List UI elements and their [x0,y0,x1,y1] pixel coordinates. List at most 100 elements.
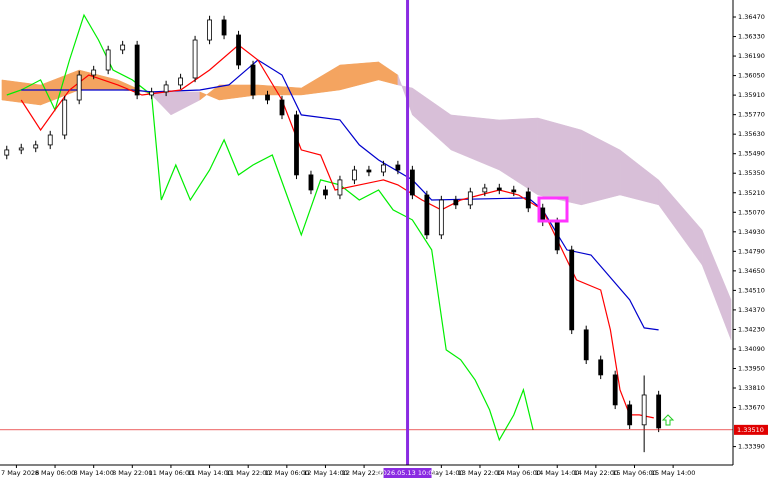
up-arrow [661,414,675,426]
candle-body [641,394,647,426]
y-tick-label: 1.36470 [738,13,765,21]
indicator-line [20,44,654,419]
candle-body [409,169,415,196]
candle-body [323,189,328,196]
cloud-segment [378,61,399,86]
candle-body [308,174,314,191]
x-tick-label: 11 May 06:00 [149,469,194,477]
cloud-segment [537,117,582,206]
candle-body [352,169,357,181]
candle-body [294,114,299,176]
candle-body [76,74,82,101]
candle-body [163,84,169,93]
y-tick-label: 1.34090 [738,345,765,353]
y-tick-label: 1.33390 [738,443,765,451]
candle-body [62,99,68,136]
x-tick-label: 12 May 22:00 [342,469,387,477]
indicator-line [21,59,659,331]
candle-body [279,99,285,116]
y-tick-label: 1.34370 [738,306,765,314]
cloud-segment [1,79,41,106]
x-tick-label: 14 May 22:00 [574,469,619,477]
candle-body [612,374,618,406]
candle-body [192,39,198,79]
y-tick-label: 1.35210 [738,189,765,197]
candle-body [178,77,183,86]
candle-body [366,169,372,173]
price-label: 1.33510 [737,426,764,434]
cloud-segment [450,114,500,171]
x-tick-label: 8 May 14:00 [73,469,113,477]
candle-body [424,194,430,236]
y-tick-label: 1.33670 [738,404,765,412]
price-label-box [734,424,768,435]
cursor-label-box [383,468,432,478]
plot-area [1,13,732,453]
x-tick-label: 14 May 06:00 [496,469,541,477]
candle-body [18,147,24,151]
candle-body [569,249,575,331]
highlight-box [537,196,569,223]
y-tick-label: 1.35910 [738,91,765,99]
cloud-segment [397,74,413,116]
x-tick-label: 13 May 22:00 [458,469,503,477]
cloud-segment [78,69,119,91]
y-tick-label: 1.35770 [738,111,765,119]
cursor-label: 2026.05.13 10:00 [379,469,437,477]
y-tick-label: 1.36330 [738,33,765,41]
x-tick-label: 15 May 14:00 [651,469,696,477]
candle-body [134,44,140,96]
x-tick-label: 12 May 14:00 [303,469,348,477]
y-tick-label: 1.34230 [738,325,765,333]
y-tick-label: 1.35350 [738,169,765,177]
x-tick-label: 12 May 06:00 [265,469,310,477]
y-tick-label: 1.35490 [738,150,765,158]
x-tick-label: 14 May 14:00 [535,469,580,477]
candle-body [221,19,227,36]
candle-body [656,394,662,429]
x-tick-label: 15 May 06:00 [612,469,657,477]
cloud-segment [339,61,379,91]
candle-body [207,19,212,41]
candle-body [250,64,256,96]
candle-body [236,34,241,66]
y-tick-label: 1.33810 [738,384,765,392]
candle-body [105,49,111,71]
y-tick-label: 1.36190 [738,52,765,60]
y-tick-label: 1.34650 [738,267,765,275]
candle-body [149,91,155,96]
y-tick-label: 1.34510 [738,286,765,294]
y-tick-label: 1.35630 [738,130,765,138]
y-tick-label: 1.34790 [738,247,765,255]
y-tick-label: 1.36050 [738,72,765,80]
candle-body [453,199,459,206]
y-tick-label: 1.35070 [738,208,765,216]
candle-body [482,187,488,193]
y-tick-label: 1.34930 [738,228,765,236]
cloud-segment [170,91,201,116]
candle-body [33,144,39,149]
cloud-segment [581,129,621,206]
cloud-segment [701,229,732,340]
x-tick-label: 11 May 14:00 [187,469,232,477]
cloud-segment [412,87,452,151]
x-tick-label: 8 May 06:00 [35,469,75,477]
candle-body [4,149,10,156]
candle-body [337,179,343,196]
cloud-segment [151,91,172,116]
cloud-segment [658,179,703,266]
cloud-segment [499,117,539,196]
candle-body [120,44,126,51]
indicator-line [6,13,534,442]
candle-body [395,164,401,171]
candle-body [91,69,97,76]
candle-body [627,404,633,426]
candle-body [265,94,270,101]
x-tick-label: 11 May 22:00 [226,469,271,477]
x-tick-label: 7 May 2026 [1,469,39,477]
candle-body [467,191,473,206]
cloud-segment [257,84,302,96]
y-tick-label: 1.33950 [738,364,765,372]
